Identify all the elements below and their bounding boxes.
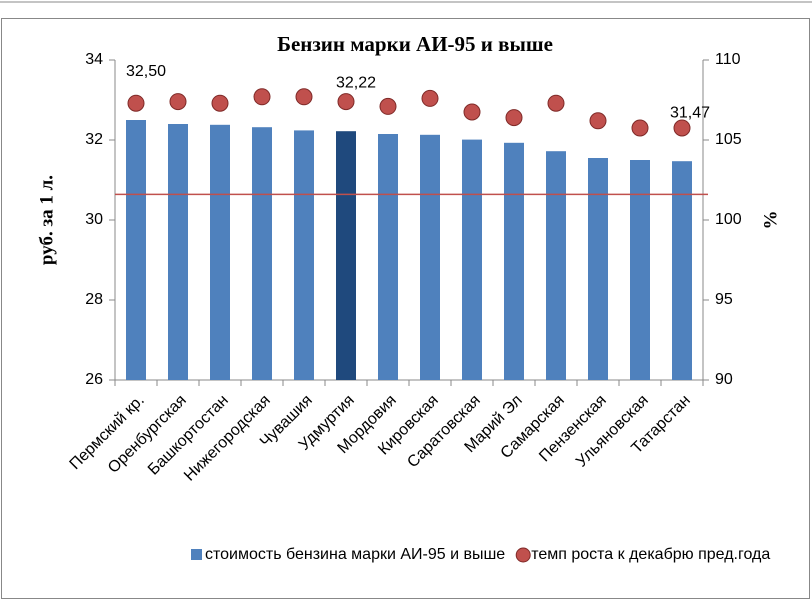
bar — [126, 120, 146, 380]
bar — [630, 160, 650, 380]
dot — [589, 112, 607, 130]
y2-tick-label: 90 — [715, 371, 733, 388]
legend-swatch — [191, 549, 202, 560]
bar — [546, 151, 566, 380]
dot — [631, 119, 649, 137]
chart-title: Бензин марки АИ-95 и выше — [277, 32, 553, 56]
y2-axis-title: % — [760, 211, 781, 230]
bar — [588, 158, 608, 380]
dot — [673, 119, 691, 137]
bar — [462, 139, 482, 380]
y-tick-label: 30 — [85, 211, 103, 228]
bar — [336, 131, 356, 380]
dot — [463, 103, 481, 121]
data-label: 31,47 — [670, 104, 710, 121]
dot — [127, 94, 145, 112]
bar — [210, 124, 230, 380]
legend-label: стоимость бензина марки АИ-95 и выше — [205, 546, 505, 563]
y-axis-title: руб. за 1 л. — [36, 175, 57, 265]
data-label: 32,50 — [126, 63, 166, 80]
dot — [337, 93, 355, 111]
dot — [547, 94, 565, 112]
y2-tick-label: 95 — [715, 291, 733, 308]
y-tick-label: 28 — [85, 291, 103, 308]
bar — [420, 134, 440, 380]
y-tick-label: 32 — [85, 131, 103, 148]
bar — [504, 142, 524, 380]
bar — [168, 124, 188, 380]
dot — [253, 88, 271, 106]
y-tick-label: 34 — [85, 51, 103, 68]
y2-tick-label: 100 — [715, 211, 742, 228]
legend-label: темп роста к декабрю пред.года — [531, 546, 770, 563]
legend-swatch — [515, 547, 531, 563]
bar — [252, 127, 272, 380]
dot — [505, 109, 523, 127]
dot — [295, 88, 313, 106]
dot — [379, 97, 397, 115]
bar — [672, 161, 692, 380]
dot — [169, 93, 187, 111]
y2-tick-label: 105 — [715, 131, 742, 148]
bar — [378, 134, 398, 380]
y2-tick-label: 110 — [715, 51, 741, 68]
dot — [211, 94, 229, 112]
dot — [421, 89, 439, 107]
y-tick-label: 26 — [85, 371, 103, 388]
bar — [294, 130, 314, 380]
data-label: 32,22 — [336, 74, 376, 91]
